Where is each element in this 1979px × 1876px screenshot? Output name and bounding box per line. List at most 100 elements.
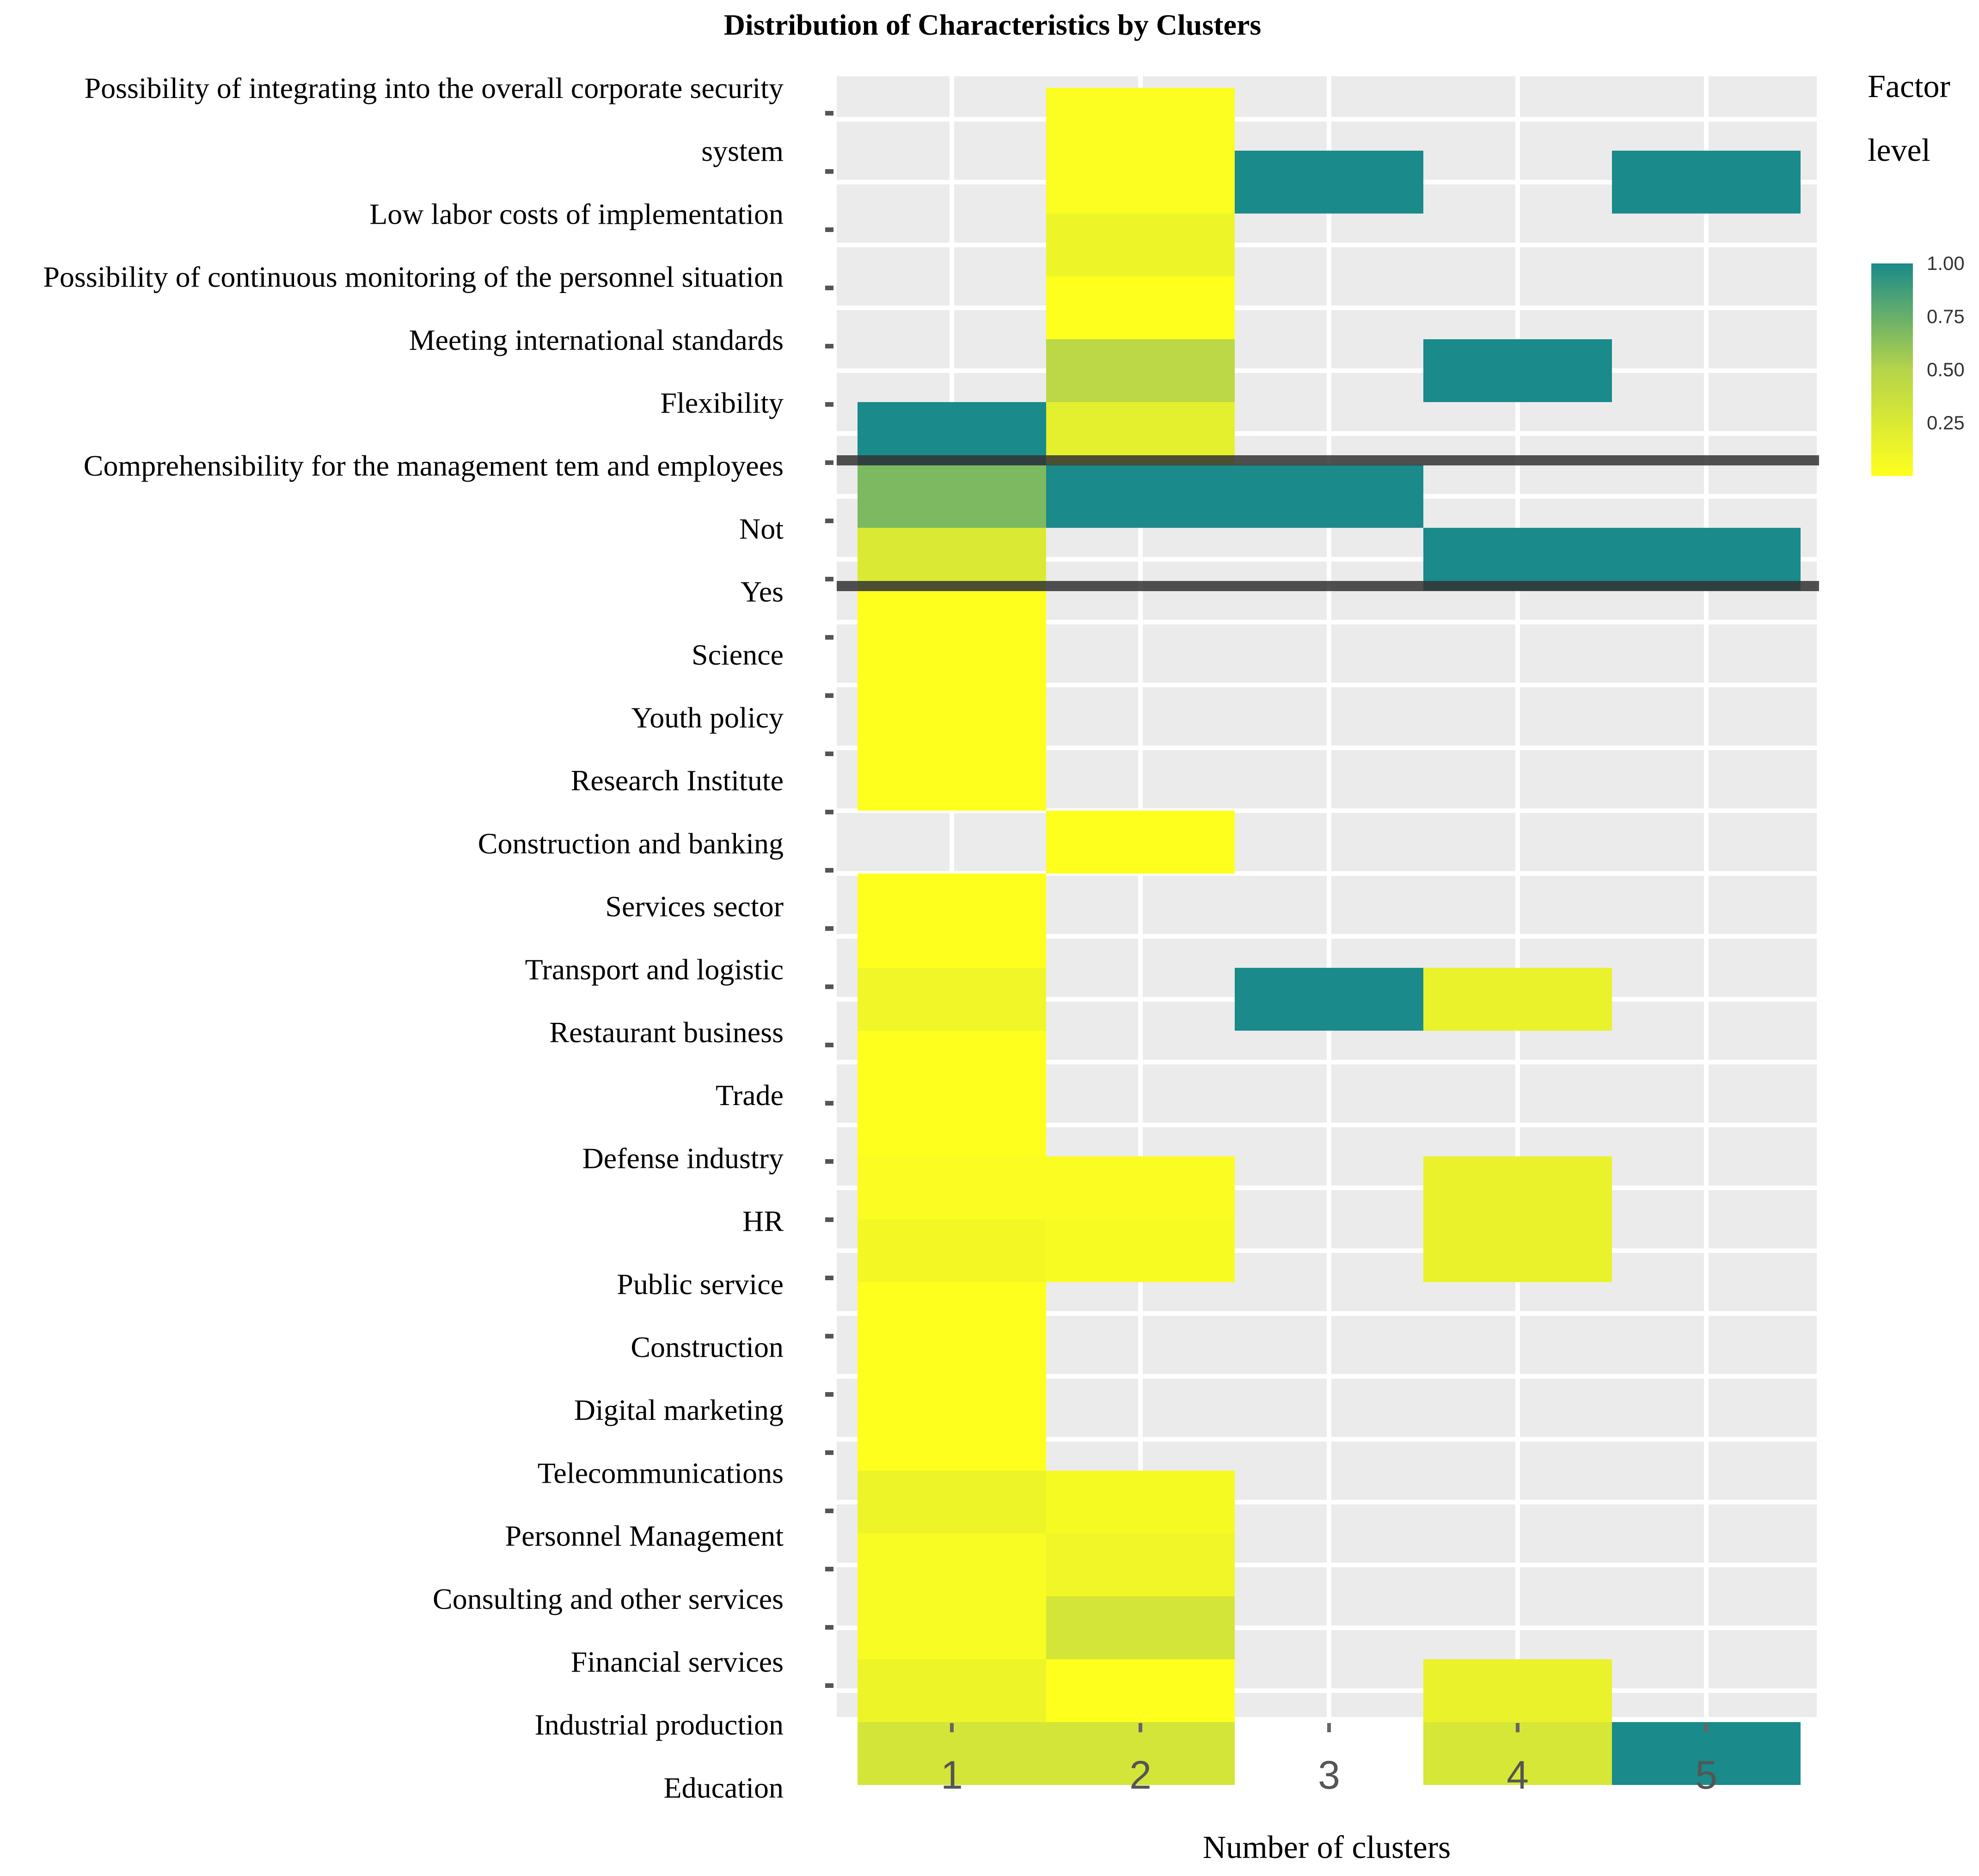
heatmap-cell [1423,1156,1612,1219]
y-tick-label: system [701,134,784,167]
y-tick-mark [825,111,833,116]
y-tick-label: Transport and logistic [525,953,784,986]
x-tick-label: 3 [1318,1753,1340,1797]
y-tick-mark [825,752,833,756]
heatmap-cell [1046,465,1235,528]
heatmap-cell [858,528,1046,591]
y-tick-mark [825,984,833,989]
y-tick-mark [825,1101,833,1106]
legend-title-line-1: Factor [1868,69,1950,104]
x-tick-mark [1327,1723,1331,1732]
heatmap-cell [1046,811,1235,874]
y-tick-label: Consulting and other services [433,1583,784,1615]
heatmap-cell [858,1659,1046,1722]
y-tick-mark [825,1334,833,1338]
heatmap-cell [1423,1659,1612,1722]
heatmap-cell [858,1156,1046,1219]
y-tick-label: Construction and banking [478,827,784,860]
legend: Factor level 1.00 0.75 0.50 0.25 [1868,69,1965,476]
y-tick-label: Digital marketing [574,1393,784,1426]
y-tick-mark [825,1450,833,1455]
x-axis-title: Number of clusters [1203,1830,1451,1865]
heatmap-cell [1612,1722,1801,1785]
legend-tick-label: 0.25 [1927,412,1965,434]
heatmap-cell [1235,151,1423,214]
y-tick-label: Restaurant business [549,1016,784,1049]
heatmap-cells [858,88,1801,1785]
y-tick-label: Not [739,512,784,545]
y-tick-label: Services sector [605,890,784,923]
heatmap-cell [1423,1722,1612,1785]
legend-tick-label: 0.50 [1927,359,1965,380]
heatmap-cell [1046,1156,1235,1219]
y-tick-label: Trade [716,1079,784,1112]
heatmap-cell [1046,1596,1235,1659]
y-tick-mark [825,1159,833,1164]
y-tick-label: Flexibility [660,386,784,419]
legend-tick-label: 1.00 [1927,252,1965,274]
heatmap-cell [1612,151,1801,214]
y-tick-mark [825,810,833,814]
y-tick-mark [825,926,833,931]
y-tick-mark [825,169,833,174]
heatmap-cell [1046,402,1235,465]
group-separators [837,455,1819,591]
y-tick-mark [825,1567,833,1571]
y-tick-mark [825,1392,833,1397]
legend-tick-label: 0.75 [1927,306,1965,327]
y-tick-mark [825,635,833,640]
x-tick-mark [950,1723,954,1732]
y-tick-mark [825,1043,833,1047]
y-tick-mark [825,1625,833,1630]
heatmap-cell [858,1534,1046,1596]
y-tick-label: Personnel Management [505,1520,784,1552]
y-tick-mark [825,460,833,465]
heatmap-cell [858,874,1046,968]
heatmap-cell [1046,339,1235,402]
heatmap-cell [858,1596,1046,1659]
y-tick-label: Possibility of integrating into the over… [84,72,784,104]
heatmap-cell [1612,528,1801,591]
heatmap-cell [858,591,1046,811]
y-tick-mark [825,577,833,581]
y-tick-label: Yes [741,575,784,608]
y-axis-labels: Possibility of integrating into the over… [43,72,833,1804]
x-tick-mark [1704,1723,1708,1732]
heatmap-cell [1046,88,1235,214]
y-tick-label: Low labor costs of implementation [369,197,784,230]
y-tick-label: Research Institute [571,764,784,797]
legend-ticks: 1.00 0.75 0.50 0.25 [1913,252,1965,434]
heatmap-cell [858,1031,1046,1156]
heatmap-cell [1046,1534,1235,1596]
heatmap-cell [1046,276,1235,339]
y-tick-label: Comprehensibility for the management tem… [84,449,784,482]
heatmap-cell [1423,528,1612,591]
heatmap-cell [1423,968,1612,1031]
heatmap-cell [858,1282,1046,1471]
x-tick-label: 1 [941,1753,963,1797]
x-tick-label: 2 [1129,1753,1152,1797]
y-tick-mark [825,344,833,348]
heatmap-cell [1046,1219,1235,1282]
y-tick-mark [825,519,833,523]
heatmap-cell [858,1219,1046,1282]
y-tick-label: Science [692,638,784,671]
heatmap-cell [858,1471,1046,1534]
x-tick-label: 4 [1507,1753,1529,1797]
x-tick-mark [1139,1723,1142,1732]
heatmap-cell [1046,1659,1235,1722]
y-tick-mark [825,1276,833,1280]
y-tick-label: Construction [631,1331,784,1363]
y-tick-label: Education [664,1771,784,1804]
heatmap-cell [1046,214,1235,276]
y-tick-mark [825,693,833,698]
heatmap-cell [1235,968,1423,1031]
y-tick-mark [825,1509,833,1513]
heatmap-cell [1423,1219,1612,1282]
y-tick-label: Youth policy [631,701,784,734]
y-tick-mark [825,227,833,232]
heatmap-cell [1046,1722,1235,1785]
y-tick-label: Possibility of continuous monitoring of … [43,261,784,293]
